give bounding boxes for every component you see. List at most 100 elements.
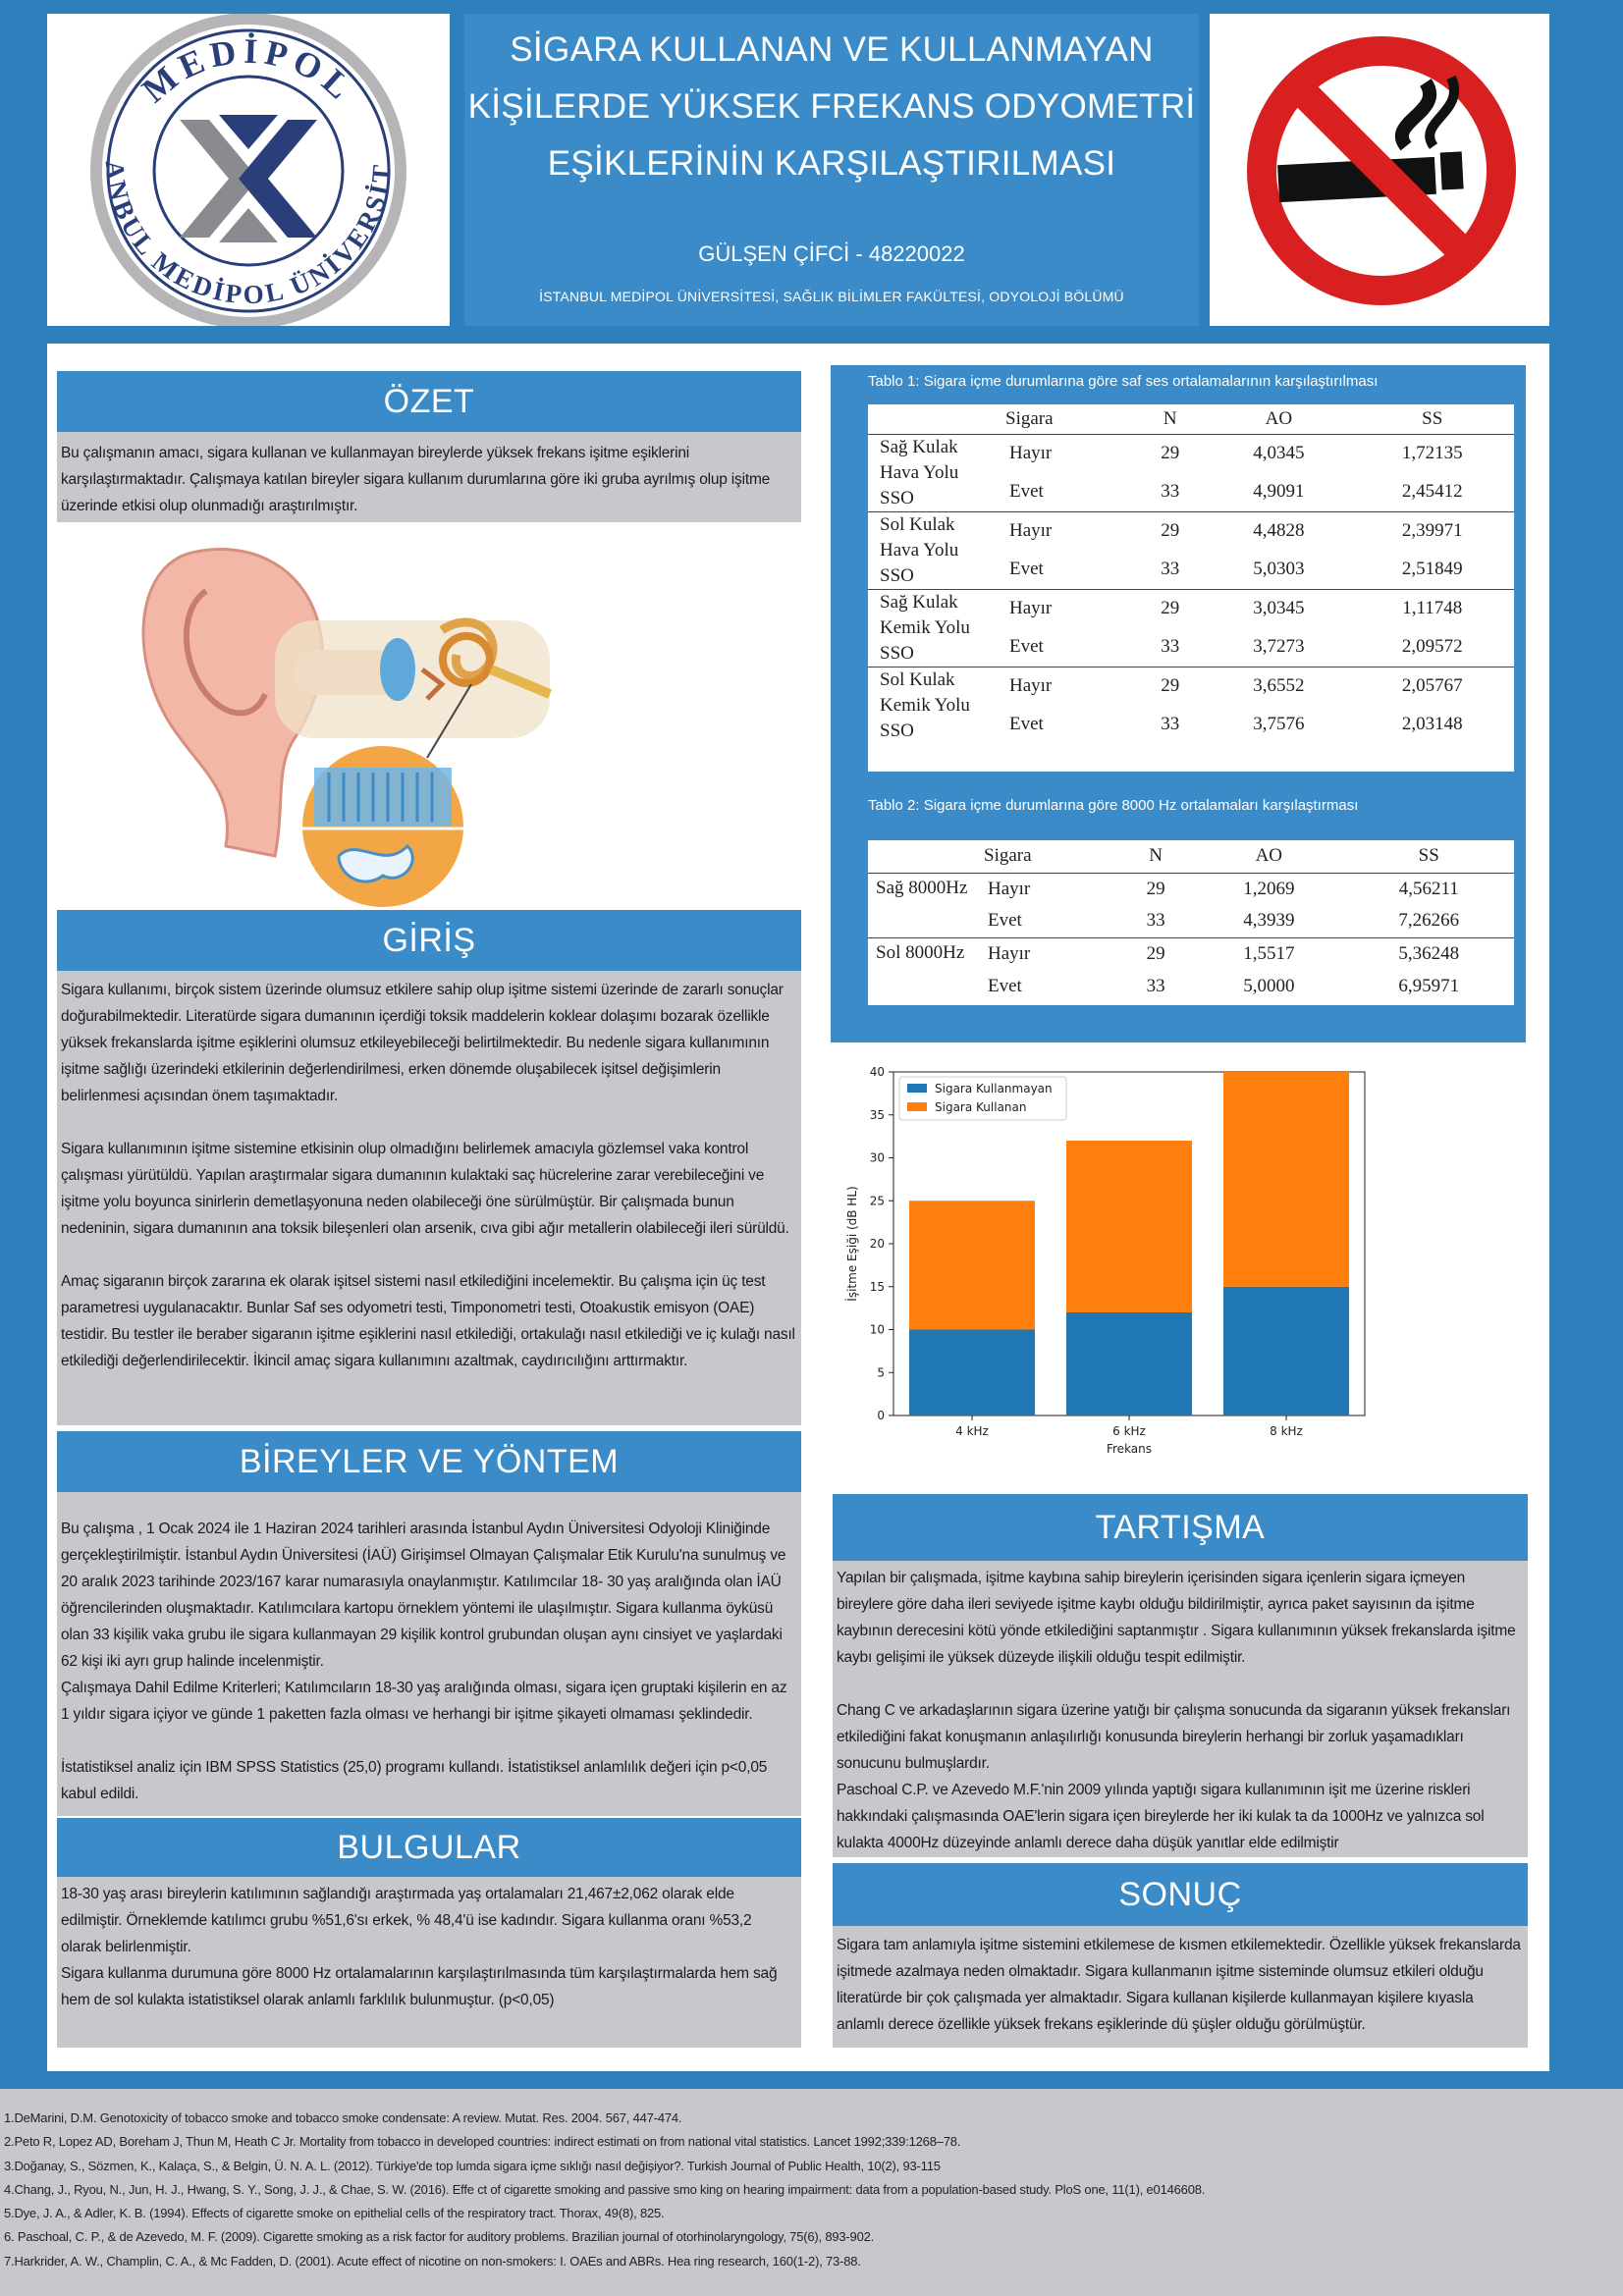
tartisma-paragraph: Yapılan bir çalışmada, işitme kaybına sa… bbox=[837, 1570, 1516, 1666]
table-header-cell bbox=[868, 404, 998, 435]
table-cell: 29 bbox=[1133, 588, 1208, 628]
table-cell: 3,6552 bbox=[1207, 666, 1351, 706]
table-header-row: Sigara N AO SS bbox=[868, 404, 1514, 435]
table-cell: 33 bbox=[1161, 481, 1180, 502]
table-cell: 4,9091 bbox=[1253, 481, 1305, 502]
table-group-label: Sağ 8000Hz bbox=[876, 877, 968, 898]
table-cell: Evet bbox=[1009, 636, 1044, 657]
giris-paragraph: Sigara kullanımının işitme sistemine etk… bbox=[61, 1141, 789, 1237]
table-row: Sol Kulak Hava Yolu SSO Hayır 29 4,4828 2,39… bbox=[868, 510, 1514, 589]
x-tick-label: 6 kHz bbox=[1112, 1424, 1146, 1438]
table-group-label: Sol Kulak Kemik Yolu SSO bbox=[868, 666, 998, 744]
table-cell: 29 bbox=[1133, 510, 1208, 551]
sonuc-box bbox=[833, 1926, 1528, 2048]
title-panel: SİGARA KULLANAN VE KULLANMAYAN KİŞİLERDE… bbox=[464, 14, 1199, 326]
table-cell: 2,39971 bbox=[1350, 510, 1514, 551]
x-tick-label: 4 kHz bbox=[955, 1424, 989, 1438]
table-cell: Evet bbox=[1009, 559, 1044, 579]
table-cell: 7,26266 bbox=[1398, 910, 1460, 932]
medipol-university-logo: MEDİPOL İSTANBUL MEDİPOL ÜNİVERSİTESİ bbox=[47, 14, 406, 326]
ozet-box bbox=[57, 432, 801, 522]
table-cell: 5,36248 bbox=[1343, 936, 1514, 970]
tartisma-paragraph: Paschoal C.P. ve Azevedo M.F.'nin 2009 y… bbox=[837, 1782, 1485, 1851]
references: 1.DeMarini, D.M. Genotoxicity of tobacco… bbox=[0, 2089, 1623, 2296]
table-cell: 4,56211 bbox=[1398, 878, 1459, 899]
yontem-text: Bu çalışma , 1 Ocak 2024 ile 1 Haziran 2… bbox=[61, 1516, 795, 1807]
reference-list: 1.DeMarini, D.M. Genotoxicity of tobacco… bbox=[0, 2089, 1623, 2273]
table-row: Sol 8000Hz Hayır 29 1,5517 5,36248 bbox=[868, 936, 1514, 1002]
title-line: SİGARA KULLANAN VE KULLANMAYAN bbox=[510, 30, 1154, 69]
table-cell: 4,0345 bbox=[1253, 443, 1305, 463]
bulgular-paragraph: Sigara kullanma durumuna göre 8000 Hz or… bbox=[61, 1965, 778, 2008]
y-tick-label: 0 bbox=[877, 1409, 885, 1422]
table-cell: 29 bbox=[1146, 878, 1165, 899]
table1: Sigara N AO SS Sağ Kulak Hava Yolu SSO Hayır 2… bbox=[868, 404, 1514, 772]
table-cell: 2,09572 bbox=[1401, 636, 1463, 657]
table-cell: 1,72135 bbox=[1401, 443, 1463, 463]
table-row: Evet 33 5,0000 6,95971 bbox=[868, 970, 1514, 1002]
table-header-cell: AO bbox=[1194, 840, 1344, 874]
table-header-cell: SS bbox=[1343, 840, 1514, 874]
sonuc-heading: SONUÇ bbox=[833, 1863, 1528, 1926]
bar-non-smoker bbox=[909, 1329, 1035, 1415]
table-cell: 29 bbox=[1117, 936, 1195, 970]
table-cell: 2,05767 bbox=[1350, 666, 1514, 706]
legend-box bbox=[898, 1076, 1067, 1121]
table-cell: 1,11748 bbox=[1350, 588, 1514, 628]
tartisma-paragraph: Chang C ve arkadaşlarının sigara üzerine… bbox=[837, 1702, 1511, 1772]
table-header-cell: AO bbox=[1207, 404, 1351, 435]
x-axis-label: Frekans bbox=[1107, 1442, 1152, 1456]
legend-swatch bbox=[907, 1102, 927, 1111]
table-cell: 33 bbox=[1161, 713, 1180, 734]
bar-smoker bbox=[909, 1201, 1035, 1330]
table-cell: Evet bbox=[1009, 481, 1044, 502]
ear-anatomy-illustration bbox=[141, 548, 552, 907]
reference-item: 7.Harkrider, A. W., Champlin, C. A., & M… bbox=[4, 2253, 861, 2269]
tartisma-heading: TARTIŞMA bbox=[833, 1494, 1528, 1561]
bulgular-text: 18-30 yaş arası bireylerin katılımının s… bbox=[61, 1881, 795, 2013]
logo-panel: MEDİPOL İSTANBUL MEDİPOL ÜNİVERSİTESİ bbox=[47, 14, 450, 326]
y-tick-label: 30 bbox=[870, 1151, 885, 1165]
reference-item: 2.Peto R, Lopez AD, Boreham J, Thun M, H… bbox=[4, 2134, 961, 2150]
table-row: Sağ Kulak Hava Yolu SSO Hayır 29 4,0345 1,72… bbox=[868, 434, 1514, 508]
table1-caption: Tablo 1: Sigara içme durumlarına göre sa… bbox=[868, 373, 1379, 390]
no-smoking-panel bbox=[1210, 14, 1549, 326]
table-group-label: Sağ Kulak Hava Yolu SSO bbox=[880, 436, 959, 508]
table-header-cell: Sigara bbox=[976, 840, 1118, 874]
table-cell: 4,4828 bbox=[1207, 510, 1351, 551]
table-cell: 29 bbox=[1133, 666, 1208, 706]
table-cell: 5,0000 bbox=[1243, 975, 1295, 996]
yontem-box bbox=[57, 1492, 801, 1816]
giris-paragraph: Sigara kullanımı, birçok sistem üzerinde… bbox=[61, 982, 784, 1104]
table-cell: 3,0345 bbox=[1207, 588, 1351, 628]
table-cell: 6,95971 bbox=[1398, 975, 1460, 996]
table-cell: 3,7576 bbox=[1253, 713, 1305, 734]
table-cell: Evet bbox=[988, 975, 1022, 996]
y-tick-label: 25 bbox=[870, 1194, 885, 1207]
legend-label: Sigara Kullanmayan bbox=[935, 1082, 1053, 1095]
reference-item: 4.Chang, J., Ryou, N., Jun, H. J., Hwang… bbox=[4, 2181, 1206, 2197]
table-cell: Evet bbox=[988, 910, 1022, 932]
table2: Sigara N AO SS Sağ 8000Hz Hayır 29 1,2069 4,5621… bbox=[868, 840, 1514, 1005]
y-tick-label: 20 bbox=[870, 1237, 885, 1251]
table-cell: 5,0303 bbox=[1253, 559, 1305, 579]
table-cell: 2,03148 bbox=[1401, 713, 1463, 734]
legend-label: Sigara Kullanan bbox=[935, 1100, 1027, 1114]
no-smoking-icon bbox=[1247, 36, 1516, 305]
reference-item: 6. Paschoal, C. P., & de Azevedo, M. F. … bbox=[4, 2229, 875, 2245]
y-tick-label: 5 bbox=[877, 1365, 885, 1379]
title-line: KİŞİLERDE YÜKSEK FREKANS ODYOMETRİ bbox=[467, 87, 1196, 126]
table-cell: Hayır bbox=[1009, 443, 1053, 463]
table-cell: 33 bbox=[1161, 559, 1180, 579]
y-tick-label: 15 bbox=[870, 1280, 885, 1294]
reference-item: 5.Dye, J. A., & Adler, K. B. (1994). Eff… bbox=[4, 2206, 665, 2221]
reference-item: 1.DeMarini, D.M. Genotoxicity of tobacco… bbox=[4, 2110, 682, 2125]
author: GÜLŞEN ÇİFCİ - 48220022 bbox=[698, 241, 965, 266]
table-row: Sol Kulak Kemik Yolu SSO Hayır 29 3,6552 2,0… bbox=[868, 666, 1514, 744]
table-header-cell bbox=[868, 840, 976, 874]
table-cell: 1,5517 bbox=[1194, 936, 1344, 970]
giris-text: Sigara kullanımı, birçok sistem üzerinde… bbox=[61, 977, 795, 1374]
table-header-row: Sigara N AO SS bbox=[868, 840, 1514, 874]
table-row: Evet 33 3,7576 2,03148 bbox=[868, 705, 1514, 743]
table-cell: Evet bbox=[1009, 713, 1044, 734]
